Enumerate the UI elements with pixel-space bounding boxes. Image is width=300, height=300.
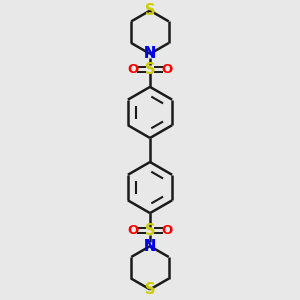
Text: N: N	[144, 46, 156, 61]
Text: O: O	[162, 63, 173, 76]
Text: N: N	[144, 46, 156, 61]
Text: O: O	[162, 224, 173, 237]
Text: S: S	[145, 62, 155, 77]
Text: S: S	[145, 282, 155, 297]
Text: O: O	[127, 224, 138, 237]
Text: S: S	[145, 3, 155, 18]
Text: S: S	[145, 223, 155, 238]
Text: N: N	[144, 239, 156, 254]
Text: N: N	[144, 239, 156, 254]
Text: O: O	[127, 63, 138, 76]
